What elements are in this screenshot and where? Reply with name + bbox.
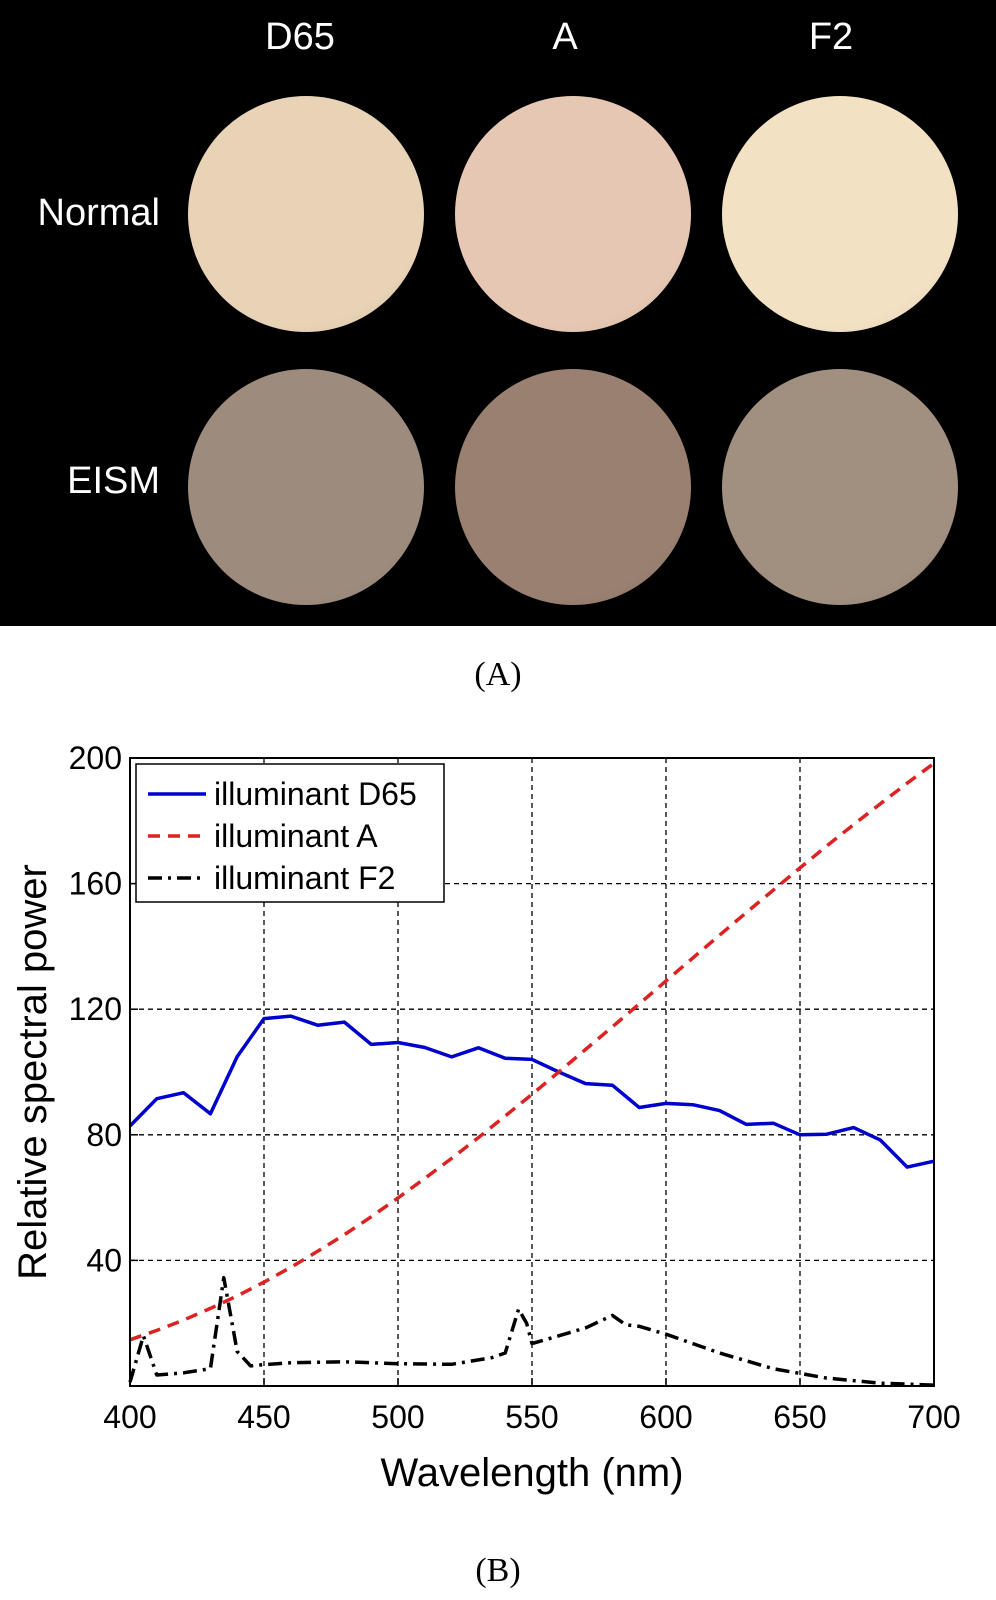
x-tick-label: 450	[237, 1399, 290, 1435]
legend-label-3: illuminant F2	[214, 860, 395, 896]
legend-label-2: illuminant A	[214, 818, 378, 854]
chart-legend: illuminant D65 illuminant A illuminant F2	[135, 763, 445, 903]
y-tick-label: 200	[69, 740, 122, 776]
y-tick-label: 160	[69, 866, 122, 902]
spectral-power-chart: 400 450 500 550 600 650 700 40 80 120 160 200 Wavel…	[11, 740, 961, 1495]
panel-b-caption: (B)	[475, 1552, 521, 1589]
swatch-eism-f2	[722, 369, 958, 605]
x-tick-label: 650	[773, 1399, 826, 1435]
row-label-normal: Normal	[37, 192, 160, 234]
x-tick-label: 700	[907, 1399, 960, 1435]
series-line-3	[128, 1275, 935, 1387]
swatch-eism-a	[455, 369, 691, 605]
x-tick-label: 400	[103, 1399, 156, 1435]
chart-series	[128, 761, 936, 1387]
column-label-f2: F2	[808, 16, 854, 58]
swatch-eism-d65	[188, 369, 424, 605]
x-tick-label: 550	[505, 1399, 558, 1435]
illuminant-swatch-panel: D65 A F2 Normal EISM	[0, 0, 996, 626]
column-label-a: A	[552, 16, 578, 58]
series-line-1	[128, 1014, 935, 1169]
swatch-normal-d65	[188, 96, 424, 332]
y-tick-label: 40	[86, 1242, 122, 1278]
series-line-2	[129, 761, 936, 1342]
x-axis-label: Wavelength (nm)	[380, 1451, 683, 1495]
panel-a-caption: (A)	[474, 656, 522, 693]
x-tick-label: 500	[371, 1399, 424, 1435]
chart-ticks: 400 450 500 550 600 650 700 40 80 120 160 200	[69, 740, 961, 1435]
row-label-eism: EISM	[67, 460, 160, 502]
legend-label-1: illuminant D65	[214, 776, 417, 812]
x-tick-label: 600	[639, 1399, 692, 1435]
swatch-normal-a	[455, 96, 691, 332]
y-tick-label: 80	[86, 1117, 122, 1153]
swatch-normal-f2	[722, 96, 958, 332]
y-tick-label: 120	[69, 991, 122, 1027]
column-label-d65: D65	[265, 16, 335, 58]
y-axis-label: Relative spectral power	[11, 864, 55, 1280]
